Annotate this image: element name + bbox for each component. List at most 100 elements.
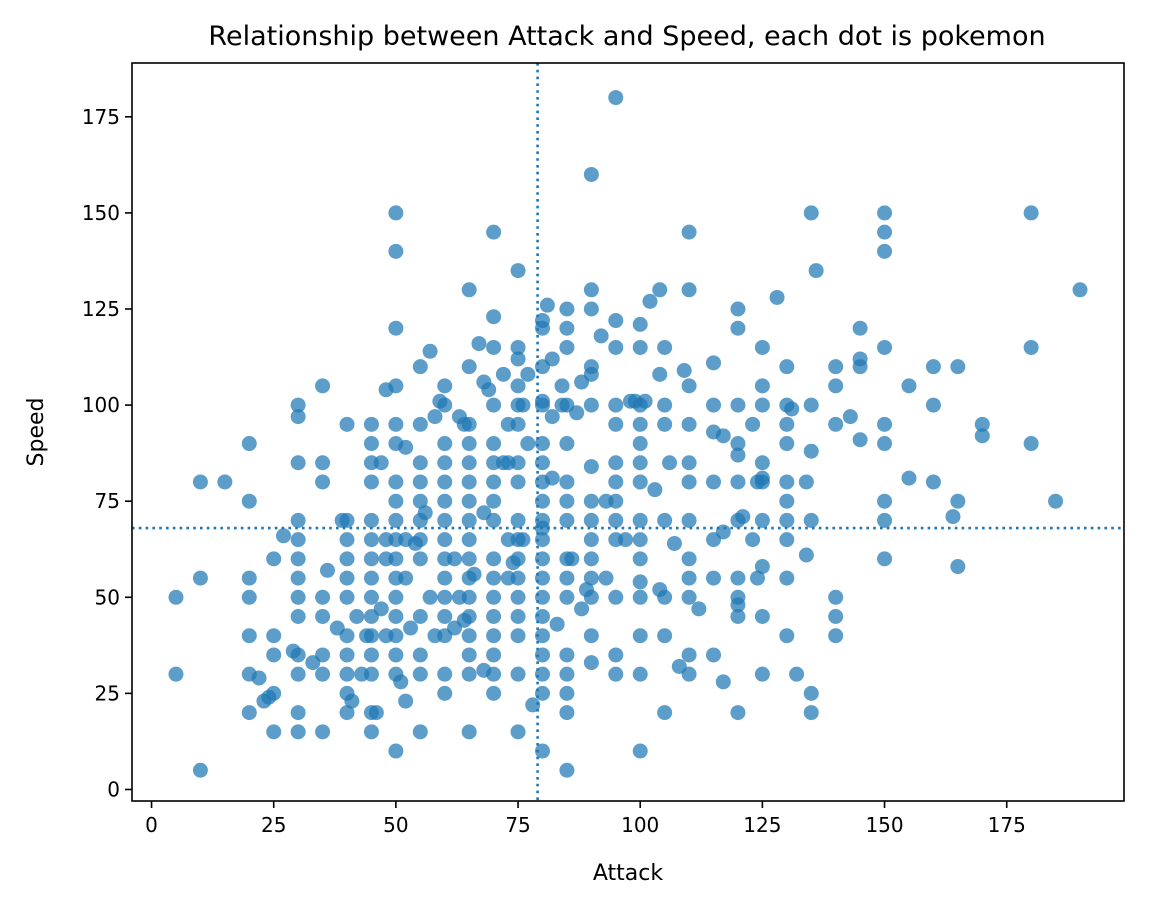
data-point	[657, 339, 673, 355]
x-tick-label: 50	[383, 813, 408, 837]
y-tick-label: 100	[82, 393, 120, 417]
data-point	[618, 532, 634, 548]
data-point	[461, 609, 477, 624]
data-point	[437, 532, 453, 548]
data-point	[877, 243, 893, 259]
data-point	[388, 647, 404, 663]
data-point	[315, 589, 331, 605]
data-point	[461, 551, 477, 567]
data-point	[583, 459, 599, 475]
data-point	[510, 263, 526, 279]
data-point	[363, 532, 379, 548]
data-point	[486, 436, 502, 452]
data-point	[539, 297, 555, 313]
data-point	[657, 705, 673, 721]
data-point	[754, 455, 770, 471]
data-point	[495, 366, 511, 382]
data-point	[632, 455, 648, 471]
data-point	[637, 393, 653, 409]
data-point	[950, 559, 966, 575]
data-point	[315, 455, 331, 471]
data-point	[290, 666, 306, 682]
data-point	[412, 532, 428, 548]
data-point	[877, 493, 893, 509]
data-point	[632, 574, 648, 590]
data-point	[877, 512, 893, 528]
data-point	[632, 339, 648, 355]
data-point	[363, 436, 379, 452]
x-tick-label: 25	[261, 813, 286, 837]
data-point	[388, 416, 404, 432]
data-point	[559, 320, 575, 336]
data-point	[486, 647, 502, 663]
data-point	[515, 397, 531, 413]
data-point	[349, 609, 365, 624]
data-point	[608, 474, 624, 490]
data-point	[681, 512, 697, 528]
data-point	[510, 628, 526, 644]
data-point	[534, 493, 550, 509]
data-point	[652, 282, 668, 298]
data-point	[657, 628, 673, 644]
data-point	[241, 570, 257, 586]
data-point	[461, 282, 477, 298]
data-point	[564, 551, 580, 567]
data-point	[583, 532, 599, 548]
data-point	[662, 455, 678, 471]
data-point	[363, 589, 379, 605]
data-point	[681, 455, 697, 471]
data-point	[745, 532, 761, 548]
data-point	[925, 474, 941, 490]
data-point	[481, 382, 497, 398]
data-point	[363, 666, 379, 682]
data-point	[803, 205, 819, 221]
data-point	[583, 166, 599, 182]
data-point	[339, 666, 355, 682]
data-point	[437, 570, 453, 586]
data-point	[412, 724, 428, 740]
x-tick-label: 175	[988, 813, 1026, 837]
data-point	[803, 705, 819, 721]
data-point	[363, 724, 379, 740]
data-point	[789, 666, 805, 682]
data-point	[544, 351, 560, 367]
data-point	[730, 397, 746, 413]
data-point	[749, 570, 765, 586]
data-point	[315, 647, 331, 663]
data-point	[486, 224, 502, 240]
data-point	[735, 509, 751, 525]
data-point	[681, 589, 697, 605]
data-point	[534, 532, 550, 548]
data-point	[168, 666, 184, 682]
data-point	[657, 397, 673, 413]
data-point	[681, 282, 697, 298]
data-point	[534, 570, 550, 586]
data-point	[266, 628, 282, 644]
data-point	[803, 397, 819, 413]
data-point	[877, 551, 893, 567]
data-point	[828, 609, 844, 624]
data-point	[950, 359, 966, 375]
data-point	[520, 366, 536, 382]
data-point	[437, 436, 453, 452]
data-point	[315, 724, 331, 740]
data-point	[608, 455, 624, 471]
data-point	[657, 512, 673, 528]
data-point	[583, 589, 599, 605]
data-point	[950, 493, 966, 509]
data-point	[192, 474, 208, 490]
data-point	[583, 512, 599, 528]
data-point	[510, 378, 526, 394]
data-point	[608, 416, 624, 432]
data-point	[559, 647, 575, 663]
data-point	[632, 416, 648, 432]
data-point	[632, 743, 648, 759]
data-point	[1023, 339, 1039, 355]
data-point	[388, 589, 404, 605]
data-point	[437, 455, 453, 471]
data-point	[549, 616, 565, 632]
data-point	[290, 589, 306, 605]
data-point	[1023, 436, 1039, 452]
x-tick-label: 150	[865, 813, 903, 837]
data-point	[437, 397, 453, 413]
